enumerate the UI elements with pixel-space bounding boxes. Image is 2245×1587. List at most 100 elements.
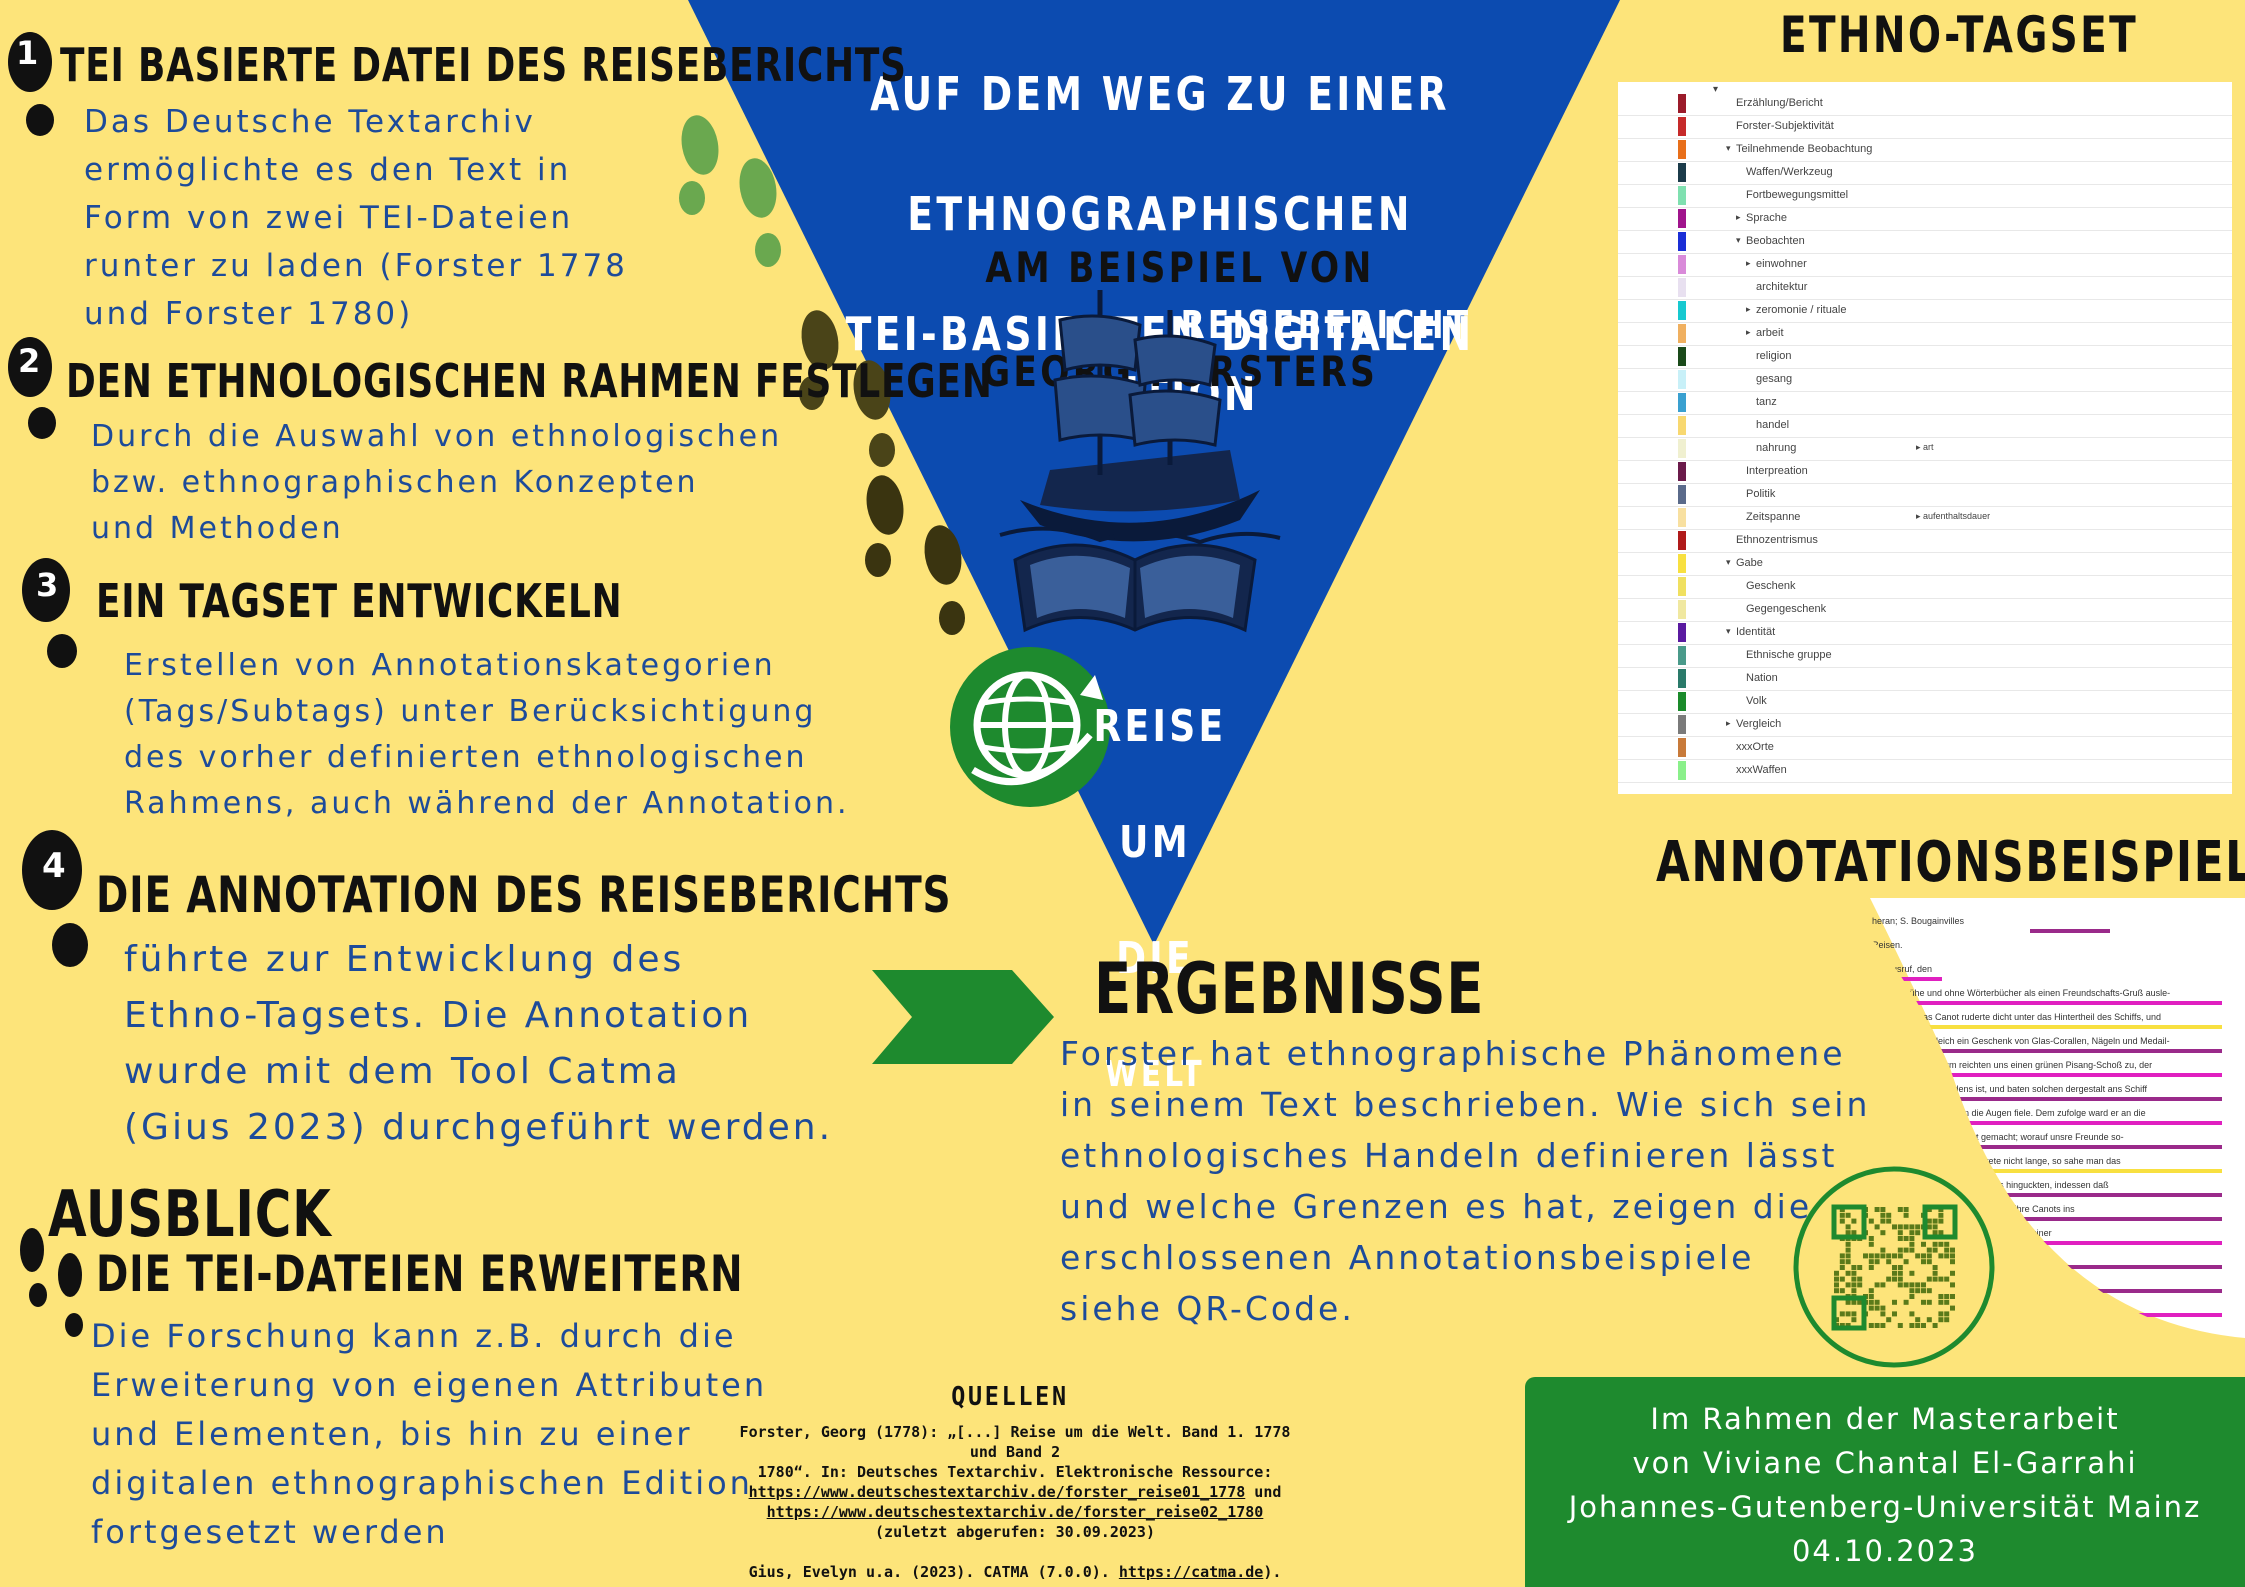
footer-box: Im Rahmen der Masterarbeit von Viviane C…	[1525, 1377, 2245, 1587]
quellen-gius-end: ).	[1263, 1563, 1282, 1581]
ausblick-title: AUSBLICK	[48, 1178, 332, 1252]
tagset-row[interactable]: Interpreation	[1618, 460, 2232, 484]
tagset-row[interactable]: Gabe ▾	[1618, 552, 2232, 576]
tagset-row[interactable]: Nation	[1618, 667, 2232, 691]
tagset-row[interactable]: einwohner ▸	[1618, 253, 2232, 277]
chevron-down-icon[interactable]: ▾	[1736, 235, 1741, 245]
tag-color-swatch	[1678, 577, 1686, 596]
chevron-right-icon[interactable]: ▸	[1746, 258, 1751, 268]
tag-color-swatch	[1678, 715, 1686, 734]
tagset-row[interactable]: nahrung ▸ art	[1618, 437, 2232, 461]
annotation-line: ießen ihnen sogleich ein Geschenk von Gl…	[1872, 1036, 2170, 1046]
tag-color-swatch	[1678, 623, 1686, 642]
chevron-down-icon[interactable]: ▾	[1726, 557, 1731, 567]
chevron-right-icon[interactable]: ▸	[1726, 718, 1731, 728]
tagset-row[interactable]: architektur	[1618, 276, 2232, 300]
tagset-row[interactable]: Waffen/Werkzeug	[1618, 161, 2232, 185]
ausblick-heading: DIE TEI-DATEIEN ERWEITERN	[96, 1245, 744, 1303]
tagset-row[interactable]: Erzählung/Bericht	[1618, 92, 2232, 116]
tagset-row[interactable]: Sprache ▸	[1618, 207, 2232, 231]
annotation-line: n, daß er einem jeden in die Augen fiele…	[1872, 1108, 2146, 1118]
chevron-right-icon[interactable]: ▸	[1746, 327, 1751, 337]
tag-label: Gabe	[1736, 557, 1763, 569]
ergebnisse-text: Forster hat ethnographische Phänomene in…	[1060, 1034, 1871, 1328]
tag-color-swatch	[1678, 508, 1686, 527]
tagset-row[interactable]: Vergleich ▸	[1618, 713, 2232, 737]
tag-label: arbeit	[1756, 327, 1784, 339]
tagset-row[interactable]: Ethnozentrismus	[1618, 529, 2232, 553]
tag-label: Gegengeschenk	[1746, 603, 1827, 615]
tagset-row[interactable]: xxxOrte	[1618, 736, 2232, 760]
step-3-number: 3	[36, 566, 59, 604]
tag-color-swatch	[1678, 439, 1686, 458]
tagset-collapse-icon[interactable]: ▾	[1713, 84, 1719, 95]
step-2-footprint-icon	[8, 337, 56, 439]
tag-label: Vergleich	[1736, 718, 1782, 730]
tag-label: religion	[1756, 350, 1792, 362]
tag-label: zeromonie / rituale	[1756, 304, 1847, 316]
quellen-link-3[interactable]: https://catma.de	[1118, 1563, 1264, 1581]
footprints-path	[679, 115, 965, 635]
annotation-highlight	[1872, 1001, 2222, 1005]
tagset-row[interactable]: Gegengeschenk	[1618, 598, 2232, 622]
tagset-row[interactable]: religion	[1618, 345, 2232, 369]
tagset-row[interactable]: Geschenk	[1618, 575, 2232, 599]
tag-label: tanz	[1756, 396, 1777, 408]
tag-label: einwohner	[1756, 258, 1807, 270]
tagset-row[interactable]: Beobachten ▾	[1618, 230, 2232, 254]
quellen-link-1[interactable]: https://www.deutschestextarchiv.de/forst…	[748, 1483, 1246, 1501]
book-icon	[1013, 543, 1257, 633]
tag-label: Politik	[1746, 488, 1776, 500]
tagset-row[interactable]: zeromonie / rituale ▸	[1618, 299, 2232, 323]
annotation-line: ande zurückkehrten. Es währete nicht lan…	[1872, 1156, 2121, 1166]
tag-label: Forster-Subjektivität	[1736, 120, 1834, 132]
chevron-right-icon[interactable]: ▸	[1746, 304, 1751, 314]
annotation-line: ein Ausruf, den	[1872, 964, 1933, 974]
tag-color-swatch	[1678, 117, 1686, 136]
annotation-highlight	[1872, 1121, 2222, 1125]
tag-color-swatch	[1678, 738, 1686, 757]
tagset-row[interactable]: Politik	[1618, 483, 2232, 507]
footprint-icon	[799, 310, 895, 467]
tag-label: Erzählung/Bericht	[1736, 97, 1823, 109]
tag-label: Identität	[1736, 626, 1776, 638]
step-4-footprint-icon	[22, 830, 88, 967]
tagset-row[interactable]: Forster-Subjektivität	[1618, 115, 2232, 139]
ausblick-footprint-icon	[20, 1228, 83, 1337]
reisebericht-label: REISEBERICHT	[1180, 303, 1472, 347]
step-2-heading: DEN ETHNOLOGISCHEN RAHMEN FESTLEGEN	[66, 354, 993, 408]
quellen-title: QUELLEN	[951, 1382, 1069, 1412]
tag-label: Geschenk	[1746, 580, 1796, 592]
tagset-row[interactable]: Zeitspanne ▸ aufenthaltsdauer	[1618, 506, 2232, 530]
quellen-entries: Forster, Georg (1778): „[...] Reise um d…	[735, 1422, 1295, 1582]
tag-label: Sprache	[1746, 212, 1787, 224]
tagset-row[interactable]: Teilnehmende Beobachtung ▾	[1618, 138, 2232, 162]
tag-color-swatch	[1678, 393, 1686, 412]
tagset-row[interactable]: tanz	[1618, 391, 2232, 415]
tagset-row[interactable]: xxxWaffen	[1618, 759, 2232, 783]
tagset-row[interactable]: arbeit ▸	[1618, 322, 2232, 346]
chevron-down-icon[interactable]: ▾	[1726, 143, 1731, 153]
chevron-down-icon[interactable]: ▾	[1726, 626, 1731, 636]
tagset-row[interactable]: Fortbewegungsmittel	[1618, 184, 2232, 208]
chevron-right-icon[interactable]: ▸	[1736, 212, 1741, 222]
tagset-row[interactable]: handel	[1618, 414, 2232, 438]
triangle-title-line-2: ETHNOGRAPHISCHEN	[907, 187, 1413, 241]
footer-line-3: Johannes-Gutenberg-Universität Mainz	[1568, 1490, 2202, 1524]
quellen-gius: Gius, Evelyn u.a. (2023). CATMA (7.0.0).	[748, 1563, 1119, 1581]
step-4-text: führte zur Entwicklung des Ethno-Tagsets…	[124, 939, 834, 1148]
annotation-line: ein Sinnbild des Friedens ist, und baten…	[1872, 1084, 2148, 1094]
quellen-link-2[interactable]: https://www.deutschestextarchiv.de/forst…	[766, 1503, 1264, 1521]
tag-color-swatch	[1678, 209, 1686, 228]
tagset-row[interactable]: gesang	[1618, 368, 2232, 392]
tag-color-swatch	[1678, 94, 1686, 113]
tagset-row[interactable]: Ethnische gruppe	[1618, 644, 2232, 668]
tagset-row[interactable]: Identität ▾	[1618, 621, 2232, 645]
tag-color-swatch	[1678, 692, 1686, 711]
tagset-row[interactable]: Volk	[1618, 690, 2232, 714]
tag-label: Nation	[1746, 672, 1778, 684]
reise-line-2: UM	[1119, 817, 1191, 868]
annotations-title: ANNOTATIONSBEISPIELE	[1656, 830, 2245, 895]
quellen-line-2: 1780“. In: Deutsches Textarchiv. Elektro…	[757, 1463, 1273, 1481]
tag-color-swatch	[1678, 255, 1686, 274]
